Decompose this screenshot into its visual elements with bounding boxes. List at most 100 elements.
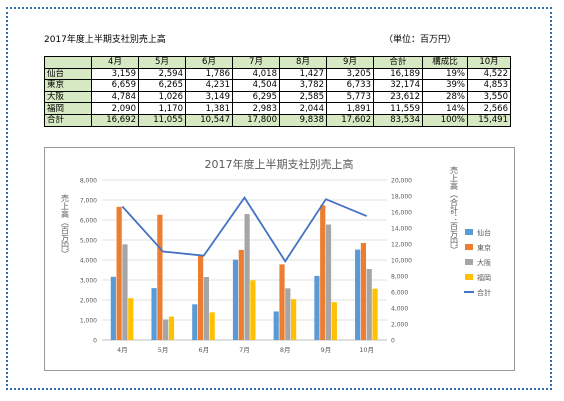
- bar-福岡: [372, 288, 378, 340]
- total-line: [121, 195, 367, 263]
- y2-tick-label: 4,000: [391, 306, 408, 313]
- combo-chart: 2017年度上半期支社別売上高 0 1,000 2,000 3,000 4,000 5,00…: [61, 157, 492, 354]
- column-header: 6月: [185, 56, 233, 69]
- legend-swatch: [465, 244, 473, 250]
- table-row: 東京 6,659 6,265 4,231 4,504 3,782 6,733 32,174 39…: [44, 79, 511, 92]
- y2-tick-label: 14,000: [391, 226, 412, 233]
- legend-swatch: [465, 274, 473, 280]
- table-cell: 1,381: [185, 102, 233, 115]
- y2-tick-label: 2,000: [391, 322, 408, 329]
- table-cell: 6,265: [138, 79, 186, 92]
- table-body: 仙台 3,159 2,594 1,786 4,018 1,427 3,205 16,189 19…: [44, 67, 511, 127]
- sheet-title: 2017年度上半期支社別売上高: [44, 35, 166, 45]
- y-tick-label: 3,000: [80, 278, 97, 285]
- table-cell: 14%: [422, 102, 468, 115]
- bar-大阪: [325, 224, 332, 340]
- legend-label: 福岡: [477, 273, 491, 282]
- table-cell: 1,786: [185, 67, 233, 81]
- y2-tick-label: 16,000: [391, 210, 412, 217]
- x-tick-label: 10月: [359, 346, 374, 354]
- legend-swatch: [465, 229, 473, 235]
- table-cell: 2,566: [467, 102, 511, 115]
- legend-label: 東京: [477, 243, 491, 252]
- bar-仙台: [314, 275, 320, 340]
- y-tick-label: 8,000: [80, 178, 97, 185]
- table-cell: 11,559: [373, 102, 423, 115]
- bar-大阪: [366, 269, 372, 340]
- row-label: 福岡: [44, 102, 92, 115]
- x-tick-label: 8月: [280, 346, 291, 354]
- y2-tick-label: 20,000: [391, 178, 412, 185]
- legend-swatch: [465, 259, 473, 265]
- bar-福岡: [128, 298, 134, 340]
- y2-tick-label: 12,000: [391, 242, 412, 249]
- y2-axis-title: 売上高（合計：百万円）: [450, 165, 459, 254]
- table-cell: 17,800: [232, 113, 280, 127]
- bar-東京: [238, 249, 244, 340]
- x-tick-label: 7月: [239, 346, 250, 354]
- table-cell: 15,491: [467, 113, 511, 127]
- table-cell: 4,504: [232, 79, 280, 92]
- table-cell: 3,159: [91, 67, 139, 81]
- bar-仙台: [151, 288, 157, 340]
- table-cell: 28%: [422, 90, 468, 104]
- table-cell: 10,547: [185, 113, 233, 127]
- bar-東京: [360, 242, 367, 340]
- x-tick-label: 9月: [321, 346, 332, 354]
- table-header-row: 4月 5月 6月 7月 8月 9月 合計 構成比 10月: [44, 56, 511, 69]
- bar-仙台: [110, 276, 116, 340]
- x-tick-label: 5月: [158, 346, 169, 354]
- bar-大阪: [244, 214, 250, 340]
- table-cell: 1,891: [326, 102, 374, 115]
- y-tick-label: 2,000: [80, 298, 97, 305]
- table-row: 合計 16,692 11,055 10,547 17,800 9,838 17,602 83,…: [44, 113, 511, 127]
- table-row: 大阪 4,784 1,026 3,149 6,295 2,585 5,773 23,612 28…: [44, 90, 511, 104]
- y2-tick-label: 6,000: [391, 290, 408, 297]
- chart-area[interactable]: 2017年度上半期支社別売上高 0 1,000 2,000 3,000 4,000 5,00…: [44, 147, 515, 371]
- column-header: 8月: [279, 56, 327, 69]
- bar-東京: [320, 205, 326, 340]
- column-header: 9月: [326, 56, 374, 69]
- column-header: 合計: [373, 56, 423, 69]
- bar-仙台: [192, 304, 198, 340]
- x-tick-label: 4月: [117, 346, 128, 354]
- legend-label: 仙台: [477, 228, 491, 237]
- table-cell: 2,090: [91, 102, 139, 115]
- y-tick-label: 1,000: [80, 318, 97, 325]
- table-cell: 19%: [422, 67, 468, 81]
- y-axis-title: 売上高（百万円）: [61, 193, 70, 258]
- legend-label: 大阪: [477, 258, 491, 267]
- table-cell: 2,594: [138, 67, 186, 81]
- column-header: [44, 56, 92, 69]
- column-header: 7月: [232, 56, 280, 69]
- table-cell: 1,026: [138, 90, 186, 104]
- table-row: 仙台 3,159 2,594 1,786 4,018 1,427 3,205 16,189 19…: [44, 67, 511, 81]
- table-cell: 5,773: [326, 90, 374, 104]
- bar-福岡: [291, 299, 297, 340]
- column-header: 構成比: [422, 56, 468, 69]
- row-label: 東京: [44, 79, 92, 92]
- unit-label: （単位：百万円）: [384, 35, 457, 45]
- table-cell: 3,149: [185, 90, 233, 104]
- bar-大阪: [285, 288, 291, 340]
- table-cell: 2,983: [232, 102, 280, 115]
- table-cell: 3,205: [326, 67, 374, 81]
- table-cell: 3,550: [467, 90, 511, 104]
- table-cell: 4,853: [467, 79, 511, 92]
- row-label: 合計: [44, 113, 92, 127]
- table-cell: 4,018: [232, 67, 280, 81]
- table-cell: 9,838: [279, 113, 327, 127]
- table-cell: 6,659: [91, 79, 139, 92]
- y-tick-label: 7,000: [80, 198, 97, 205]
- y-tick-label: 0: [93, 338, 97, 345]
- table-cell: 16,692: [91, 113, 139, 127]
- table-cell: 4,784: [91, 90, 139, 104]
- table-cell: 39%: [422, 79, 468, 92]
- y2-tick-label: 10,000: [391, 258, 412, 265]
- table-cell: 100%: [422, 113, 468, 127]
- table-cell: 83,534: [373, 113, 423, 127]
- y-tick-label: 5,000: [80, 238, 97, 245]
- table-cell: 16,189: [373, 67, 423, 81]
- bar-東京: [197, 255, 204, 340]
- sales-table: 4月 5月 6月 7月 8月 9月 合計 構成比 10月 仙台 3,159 2,59…: [44, 56, 511, 127]
